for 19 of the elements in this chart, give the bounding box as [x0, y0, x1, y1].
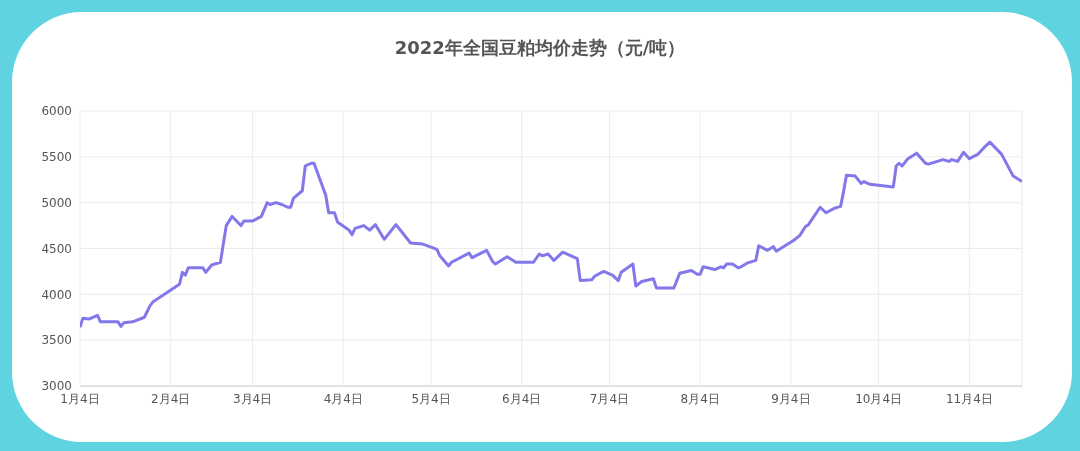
- y-tick-label: 3000: [41, 379, 72, 394]
- x-tick-label: 7月4日: [589, 391, 630, 406]
- x-tick-label: 2月4日: [151, 391, 191, 406]
- x-tick-label: 4月4日: [323, 391, 363, 406]
- x-tick-label: 6月4日: [502, 391, 542, 406]
- x-tick-label: 1月4日: [60, 391, 100, 406]
- y-tick-label: 5000: [41, 195, 72, 210]
- x-tick-label: 10月4日: [855, 391, 903, 406]
- y-tick-label: 5500: [41, 150, 72, 165]
- x-tick-label: 3月4日: [232, 391, 273, 406]
- x-tick-label: 5月4日: [411, 391, 451, 406]
- x-tick-label: 8月4日: [680, 391, 720, 406]
- y-tick-label: 4000: [41, 287, 72, 302]
- x-tick-label: 11月4日: [945, 391, 993, 406]
- y-tick-label: 4500: [41, 241, 72, 256]
- y-tick-label: 6000: [41, 104, 72, 119]
- y-tick-label: 3500: [41, 333, 72, 348]
- x-tick-label: 9月4日: [771, 391, 811, 406]
- chart-title: 2022年全国豆粕均价走势（元/吨）: [393, 36, 687, 60]
